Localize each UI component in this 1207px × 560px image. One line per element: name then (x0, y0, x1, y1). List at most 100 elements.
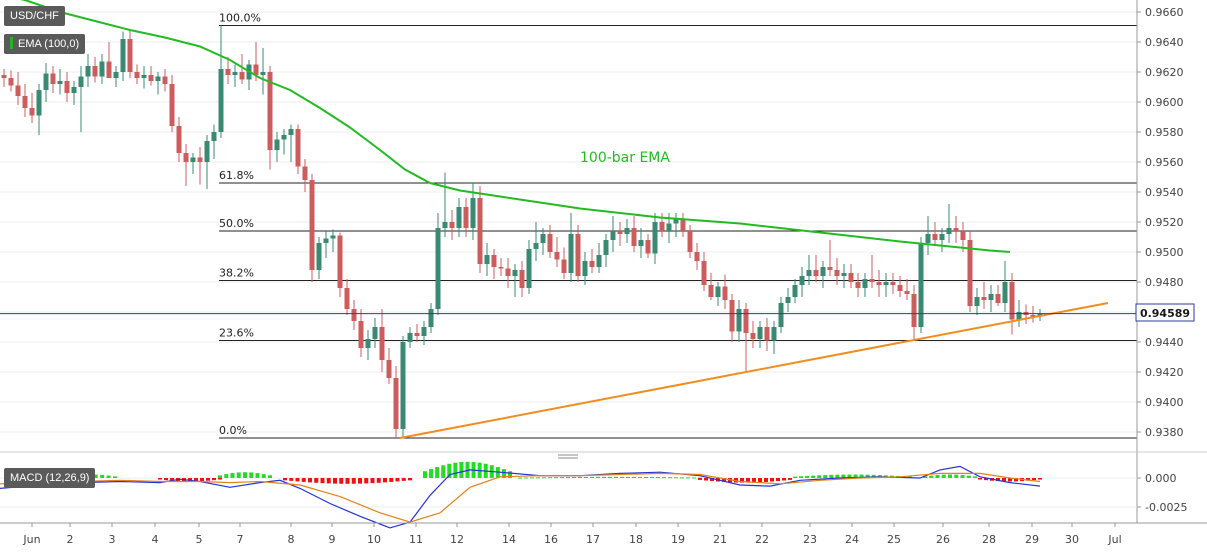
candle-body (379, 327, 385, 360)
candle-body (330, 235, 336, 239)
candle-body (701, 261, 707, 285)
candle (1009, 273, 1015, 335)
macd-histogram-bar (740, 478, 744, 483)
candle-body (498, 267, 504, 269)
macd-histogram-bar (710, 478, 714, 482)
macd-histogram-bar (224, 474, 229, 478)
candle (561, 247, 567, 279)
candle-body (29, 108, 35, 116)
candle (519, 261, 525, 297)
candle (526, 240, 532, 294)
candle-body (855, 282, 861, 288)
macd-histogram-bar (255, 473, 260, 478)
candle-body (309, 180, 315, 270)
candle-body (673, 219, 679, 224)
candle (813, 255, 819, 282)
macd-histogram-bar (865, 474, 870, 478)
macd-histogram-bar (668, 477, 672, 479)
candle-body (337, 235, 343, 288)
macd-histogram-bar (453, 462, 458, 478)
candle-body (946, 228, 952, 234)
candle (722, 274, 728, 309)
candle (897, 276, 903, 297)
candle (911, 285, 917, 339)
candle (631, 216, 637, 252)
time-tick-label: 8 (288, 533, 295, 546)
candle-body (106, 61, 112, 78)
last-price-value: 0.94589 (1140, 307, 1190, 320)
candle (477, 186, 483, 273)
candle-body (50, 73, 56, 84)
candle (225, 57, 231, 84)
candle (281, 129, 287, 155)
time-tick-label: 28 (982, 533, 996, 546)
candle-body (547, 234, 553, 252)
candle (841, 264, 847, 288)
candle (785, 288, 791, 312)
macd-histogram-bar (644, 476, 648, 478)
candle-body (428, 309, 434, 327)
candle-body (463, 207, 469, 228)
macd-histogram-bar (351, 478, 356, 484)
macd-histogram-bar (548, 477, 552, 479)
time-tick-label: 26 (936, 533, 950, 546)
candle (757, 321, 763, 348)
candle (743, 303, 749, 372)
candle-body (666, 223, 672, 231)
candle-body (603, 240, 609, 255)
signal-line (0, 472, 1041, 523)
macd-histogram-bar (435, 467, 440, 478)
candle-body (470, 198, 476, 228)
ema-indicator-tag[interactable]: EMA (100,0) (4, 34, 86, 54)
candle-body (491, 255, 497, 267)
macd-histogram-bar (339, 478, 344, 484)
candle-body (176, 126, 182, 153)
macd-histogram-bar (333, 478, 337, 484)
candle-body (71, 87, 77, 93)
candle-body (589, 261, 595, 267)
ema-indicator-label: EMA (100,0) (18, 38, 80, 50)
candle (43, 63, 49, 102)
candle-body (85, 66, 91, 77)
macd-histogram-bar (954, 474, 959, 478)
candle-body (64, 81, 70, 93)
candle-body (8, 78, 14, 86)
candle-body (414, 333, 420, 336)
macd-histogram-bar (788, 478, 792, 480)
candle (778, 297, 784, 333)
price-tick-label: 0.9660 (1145, 6, 1184, 19)
candle (610, 216, 616, 252)
candle (288, 124, 294, 162)
candle (379, 309, 385, 372)
macd-histogram-bar (113, 476, 117, 478)
macd-histogram-bar (501, 469, 506, 478)
candle (337, 232, 343, 297)
candle-body (708, 285, 714, 297)
candle (834, 258, 840, 285)
macd-histogram-bar (358, 478, 362, 484)
candle (603, 234, 609, 267)
candle-body (771, 327, 777, 341)
macd-histogram-bar (395, 478, 400, 482)
symbol-tag[interactable]: USD/CHF (4, 6, 65, 26)
candle-body (519, 270, 525, 288)
macd-indicator-tag[interactable]: MACD (12,26,9) (4, 468, 96, 488)
candle (435, 213, 441, 315)
candle (176, 117, 182, 162)
macd-histogram-bar (408, 478, 412, 481)
macd-histogram-bar (752, 478, 756, 483)
candle-body (386, 360, 392, 378)
fib-level-label: 50.0% (219, 217, 254, 230)
candle (134, 64, 140, 84)
macd-histogram-bar (608, 476, 612, 478)
candles (1, 25, 1043, 438)
macd-histogram-bar (823, 475, 828, 478)
macd-histogram-bar (218, 478, 222, 480)
candle (939, 228, 945, 252)
price-tick-label: 0.9380 (1145, 426, 1184, 439)
macd-histogram-bar (626, 476, 630, 478)
candle-body (211, 132, 217, 141)
candle-body (827, 267, 833, 270)
candle-body (715, 286, 721, 297)
